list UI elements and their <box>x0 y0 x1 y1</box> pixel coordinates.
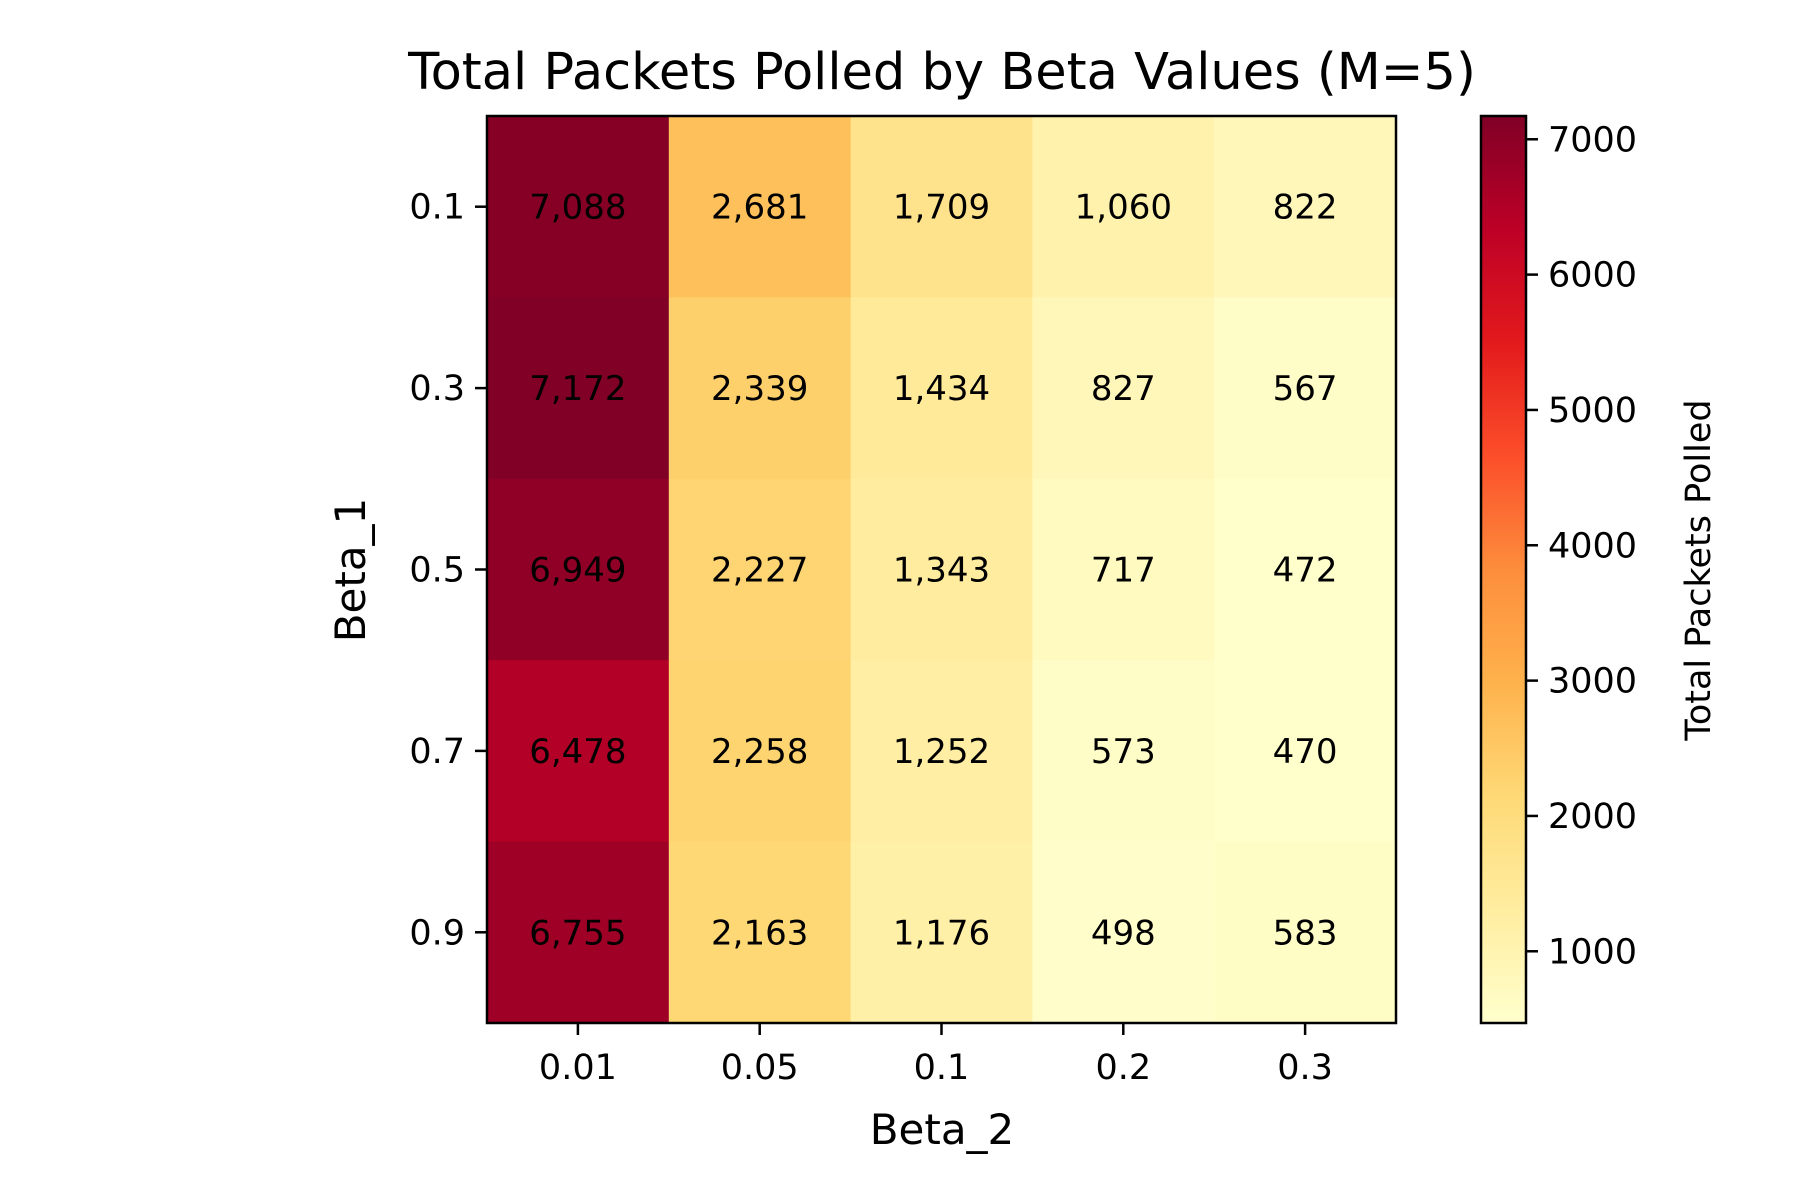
heatmap-cell <box>668 116 852 298</box>
colorbar-frame <box>1479 114 1528 1025</box>
cell-value-label: 2,258 <box>711 732 808 772</box>
cell-value-label: 822 <box>1273 188 1338 228</box>
y-tick-label: 0.9 <box>409 913 465 953</box>
cell-value-label: 498 <box>1091 913 1156 953</box>
colorbar <box>1481 116 1526 1023</box>
heatmap-cell <box>850 841 1033 1024</box>
y-tick-label: 0.7 <box>409 732 465 772</box>
heatmap-cell-labels: 7,088 2,681 1,709 1,060 822 7,172 2,339 1,434 82… <box>529 188 1337 954</box>
colorbar-tick-label: 3000 <box>1548 662 1637 702</box>
heatmap-cell <box>1032 297 1215 480</box>
x-tick-label: 0.1 <box>914 1048 970 1088</box>
colorbar-tick-label: 7000 <box>1548 120 1637 160</box>
heatmap-cell <box>850 660 1033 843</box>
cell-value-label: 1,709 <box>893 188 990 228</box>
cell-value-label: 7,172 <box>529 369 626 409</box>
y-tick-label: 0.3 <box>409 369 465 409</box>
heatmap-cell <box>668 478 852 661</box>
cell-value-label: 583 <box>1273 913 1338 953</box>
cell-value-label: 470 <box>1273 732 1338 772</box>
cell-value-label: 1,252 <box>893 732 990 772</box>
colorbar-label: Total Packets Polled <box>1679 399 1719 741</box>
cell-value-label: 2,163 <box>711 913 808 953</box>
heatmap-cell <box>487 297 670 480</box>
cell-value-label: 717 <box>1091 551 1156 591</box>
cell-value-label: 2,339 <box>711 369 808 409</box>
heatmap-cell <box>1214 116 1397 298</box>
heatmap-cell <box>850 478 1033 661</box>
cell-value-label: 1,060 <box>1075 188 1172 228</box>
heatmap-cell <box>1032 478 1215 661</box>
cell-value-label: 6,755 <box>529 913 626 953</box>
cell-value-label: 7,088 <box>529 188 626 228</box>
heatmap-cell <box>1214 841 1397 1024</box>
heatmap-cell <box>668 297 852 480</box>
y-tick-label: 0.1 <box>409 188 465 228</box>
cell-value-label: 1,434 <box>893 369 990 409</box>
cell-value-label: 2,681 <box>711 188 808 228</box>
colorbar-tick-label: 5000 <box>1548 391 1637 431</box>
heatmap-cell <box>1214 478 1397 661</box>
cell-value-label: 567 <box>1273 369 1338 409</box>
colorbar-tick-label: 2000 <box>1548 797 1637 837</box>
colorbar-tick-label: 1000 <box>1548 932 1637 972</box>
heatmap-cell <box>1032 660 1215 843</box>
x-tick-label: 0.3 <box>1277 1048 1333 1088</box>
cell-value-label: 6,949 <box>529 551 626 591</box>
colorbar-tick-label: 4000 <box>1548 526 1637 566</box>
colorbar-ticks: 1000 2000 3000 4000 5000 6000 7000 <box>1526 120 1637 972</box>
cell-value-label: 6,478 <box>529 732 626 772</box>
cell-value-label: 472 <box>1273 551 1338 591</box>
cell-value-label: 2,227 <box>711 551 808 591</box>
y-axis-label: Beta_1 <box>326 498 375 643</box>
heatmap-cell <box>1214 297 1397 480</box>
heatmap-cell <box>850 116 1033 298</box>
chart-title: Total Packets Polled by Beta Values (M=5… <box>407 43 1476 102</box>
heatmap-cell <box>1214 660 1397 843</box>
y-tick-label: 0.5 <box>409 551 465 591</box>
cell-value-label: 573 <box>1091 732 1156 772</box>
cell-value-label: 827 <box>1091 369 1156 409</box>
heatmap-cell <box>487 841 670 1024</box>
heatmap-cell <box>1032 841 1215 1024</box>
heatmap-cell <box>487 478 670 661</box>
heatmap-cells <box>487 116 1397 1024</box>
x-tick-label: 0.2 <box>1095 1048 1151 1088</box>
x-tick-label: 0.05 <box>721 1048 799 1088</box>
y-axis-ticks: 0.1 0.3 0.5 0.7 0.9 <box>409 188 487 953</box>
heatmap-cell <box>850 297 1033 480</box>
heatmap-cell <box>668 660 852 843</box>
cell-value-label: 1,343 <box>893 551 990 591</box>
x-axis-ticks: 0.01 0.05 0.1 0.2 0.3 <box>539 1023 1333 1088</box>
colorbar-tick-label: 6000 <box>1548 256 1637 296</box>
heatmap-cell <box>487 116 670 298</box>
x-tick-label: 0.01 <box>539 1048 617 1088</box>
heatmap-cell <box>1032 116 1215 298</box>
cell-value-label: 1,176 <box>893 913 990 953</box>
heatmap-cell <box>668 841 852 1024</box>
x-axis-label: Beta_2 <box>870 1105 1015 1154</box>
heatmap-cell <box>487 660 670 843</box>
